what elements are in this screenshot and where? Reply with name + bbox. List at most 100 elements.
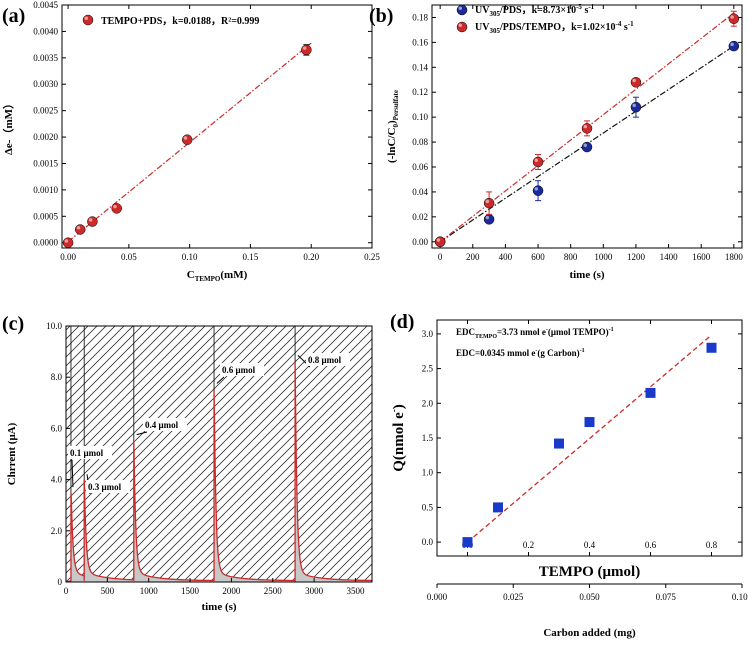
panel-label: (b) [369, 5, 393, 27]
annotation-arrow [71, 459, 74, 488]
data-point-highlight [88, 218, 93, 222]
x-tick-label: 0.10 [182, 252, 198, 262]
data-point-series-1 [581, 141, 593, 153]
x-tick-label: 0.2 [523, 540, 534, 550]
x-tick-label: 1800 [725, 252, 744, 262]
data-point [645, 387, 656, 398]
legend-marker-series-1 [456, 4, 468, 16]
y-tick-label: 0.06 [412, 162, 428, 172]
data-point-series-2-highlight [485, 199, 490, 204]
plot-frame [61, 4, 373, 249]
x-tick-label: 0.4 [584, 540, 596, 550]
panel-label: (a) [2, 5, 25, 27]
y-tick-label: 8.0 [51, 372, 63, 382]
data-point-highlight [64, 239, 69, 243]
x2-tick-label: 0.100 [732, 592, 748, 602]
x-tick-label: 0.25 [364, 252, 380, 262]
x-tick-label: 3500 [346, 586, 365, 596]
y-axis-label: Chrrent (μA) [6, 422, 18, 485]
y-tick-label: 2.0 [422, 398, 434, 408]
annotation-bg [86, 480, 130, 493]
x-tick-label: 0.8 [706, 540, 718, 550]
y-tick-label: 0.0025 [33, 106, 58, 116]
x-tick-label: 0.15 [243, 252, 259, 262]
x-tick-label: 1200 [627, 252, 646, 262]
x-tick-label: 800 [564, 252, 578, 262]
data-point-series-1 [630, 101, 642, 113]
x-tick-label: 0.00 [60, 252, 76, 262]
y-tick-label: 0.0010 [33, 185, 58, 195]
x-tick-label: 500 [101, 586, 115, 596]
y-tick-label: 10.0 [46, 321, 62, 331]
data-point-series-2 [532, 156, 544, 168]
x-tick-label: 1400 [660, 252, 679, 262]
panel-c: 0 500 1000 1500 2000 2500 3000 3500 0 2.0 4.0 6.0 8.… [2, 313, 373, 613]
data-point-highlight [113, 204, 117, 209]
y-tick-label: 0.0005 [33, 211, 58, 221]
y-tick-label: 0 [58, 577, 63, 587]
y-axis-label: (-lnC/C0)Persulfate [386, 90, 400, 163]
data-point-series-2-highlight [632, 78, 636, 83]
annotation-arrow [136, 431, 148, 436]
data-point [74, 224, 86, 235]
current-trace [65, 361, 372, 583]
x-tick-label: 2000 [222, 586, 241, 596]
x-axis-label: CTEMPO(mM) [187, 269, 248, 283]
panel-label: (d) [390, 311, 414, 333]
x-axis-label: TEMPO (μmol) [539, 564, 640, 580]
y-tick-label: 0.0045 [33, 0, 58, 10]
legend-marker-highlight [84, 16, 88, 20]
data-point-series-2 [728, 13, 740, 24]
annotation-edc-carbon: EDC=0.0345 mmol e-(g Carbon)-1 [456, 348, 585, 358]
data-point-series-1-highlight [534, 187, 539, 191]
x-tick-label: 600 [531, 252, 545, 262]
x-tick-label: 2500 [264, 586, 283, 596]
data-point-series-1 [728, 40, 740, 52]
panel-b: 0 200 400 600 800 1000 1200 1400 1600 1800 0.00 0.0… [369, 3, 743, 281]
data-point-series-2-highlight [534, 158, 539, 163]
data-point-series-1 [532, 185, 544, 196]
data-point-series-1 [483, 214, 495, 225]
annotation-arrow [216, 376, 225, 384]
panel-label: (c) [2, 313, 24, 335]
y-tick-label: 0.0020 [33, 132, 58, 142]
data-point-highlight [302, 46, 307, 50]
annotation-bg [306, 353, 350, 366]
legend-marker-series-2-highlight [458, 23, 462, 27]
legend-marker-series-2 [456, 21, 468, 33]
data-point-series-2 [434, 236, 446, 248]
x-axis-label: time (s) [569, 269, 604, 281]
panel-d: 0.00.20.40.60.80.00.51.01.52.02.53.0EDCT… [389, 311, 748, 639]
data-point-series-1-highlight [583, 143, 587, 148]
data-point [62, 237, 74, 248]
data-point [301, 44, 312, 56]
annotation-label: 0.3 μmol [88, 482, 122, 492]
annotation-bg [68, 446, 112, 459]
annotation-label: 0.8 μmol [308, 355, 342, 365]
data-point-series-2-highlight [583, 124, 587, 129]
data-point-highlight [183, 136, 188, 140]
y-tick-label: 0.5 [422, 502, 434, 512]
data-point-series-2 [630, 77, 642, 88]
legend-label: TEMPO+PDS，k=0.0188，R²=0.999 [101, 16, 259, 27]
secondary-x-axis-label: Carbon added (mg) [543, 627, 636, 639]
annotation-label: 0.1 μmol [70, 448, 104, 458]
x-tick-label: 3000 [305, 586, 324, 596]
annotation-label: 0.4 μmol [145, 420, 179, 430]
x-tick-label: 1600 [692, 252, 711, 262]
y-tick-label: 0.16 [412, 37, 428, 47]
x-tick-label: 0 [438, 252, 443, 262]
y-tick-label: 2.5 [422, 364, 434, 374]
x2-tick-label: 0.075 [656, 592, 677, 602]
y-tick-label: 6.0 [51, 423, 63, 433]
panel-a: 0.00 0.05 0.10 0.15 0.20 0.25 0.0000 0.0005 0.00… [2, 0, 380, 283]
x-tick-label: 0.05 [121, 252, 137, 262]
legend-label-series-1: UV305/PDS，k=8.73×10-5 s-1 [475, 3, 595, 18]
y-tick-label: 1.5 [422, 433, 434, 443]
plot-frame [431, 4, 743, 249]
fit-line [467, 334, 712, 543]
y-axis-label: Q(nmol e-) [389, 404, 407, 472]
x-tick-label: 0.20 [303, 252, 319, 262]
hatched-background [66, 326, 372, 582]
